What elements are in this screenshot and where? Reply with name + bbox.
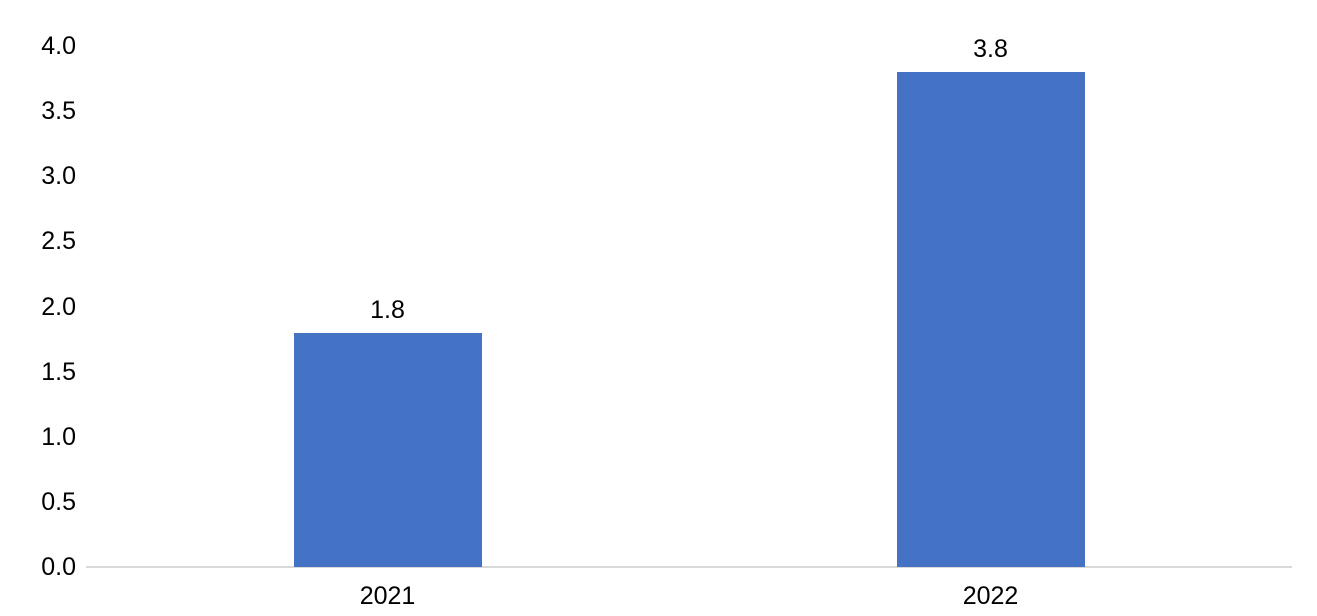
y-tick-label: 0.0 [41, 553, 76, 581]
x-axis-line [86, 566, 1292, 568]
y-tick-label: 1.0 [41, 422, 76, 451]
y-tick-label: 3.0 [41, 162, 76, 191]
y-tick-label: 2.5 [41, 227, 76, 256]
y-tick-label: 0.5 [41, 487, 76, 516]
x-category-label: 2022 [962, 582, 1019, 610]
y-tick-label: 3.5 [41, 97, 76, 126]
y-tick-label: 4.0 [41, 32, 76, 60]
y-tick-label: 2.0 [41, 292, 76, 321]
y-tick-label: 1.5 [41, 357, 76, 386]
bar-value-label: 3.8 [973, 35, 1008, 64]
x-category-label: 2021 [359, 582, 416, 610]
bar-value-label: 1.8 [370, 295, 405, 324]
bar-2022 [896, 72, 1085, 567]
bar-2021 [293, 332, 482, 567]
